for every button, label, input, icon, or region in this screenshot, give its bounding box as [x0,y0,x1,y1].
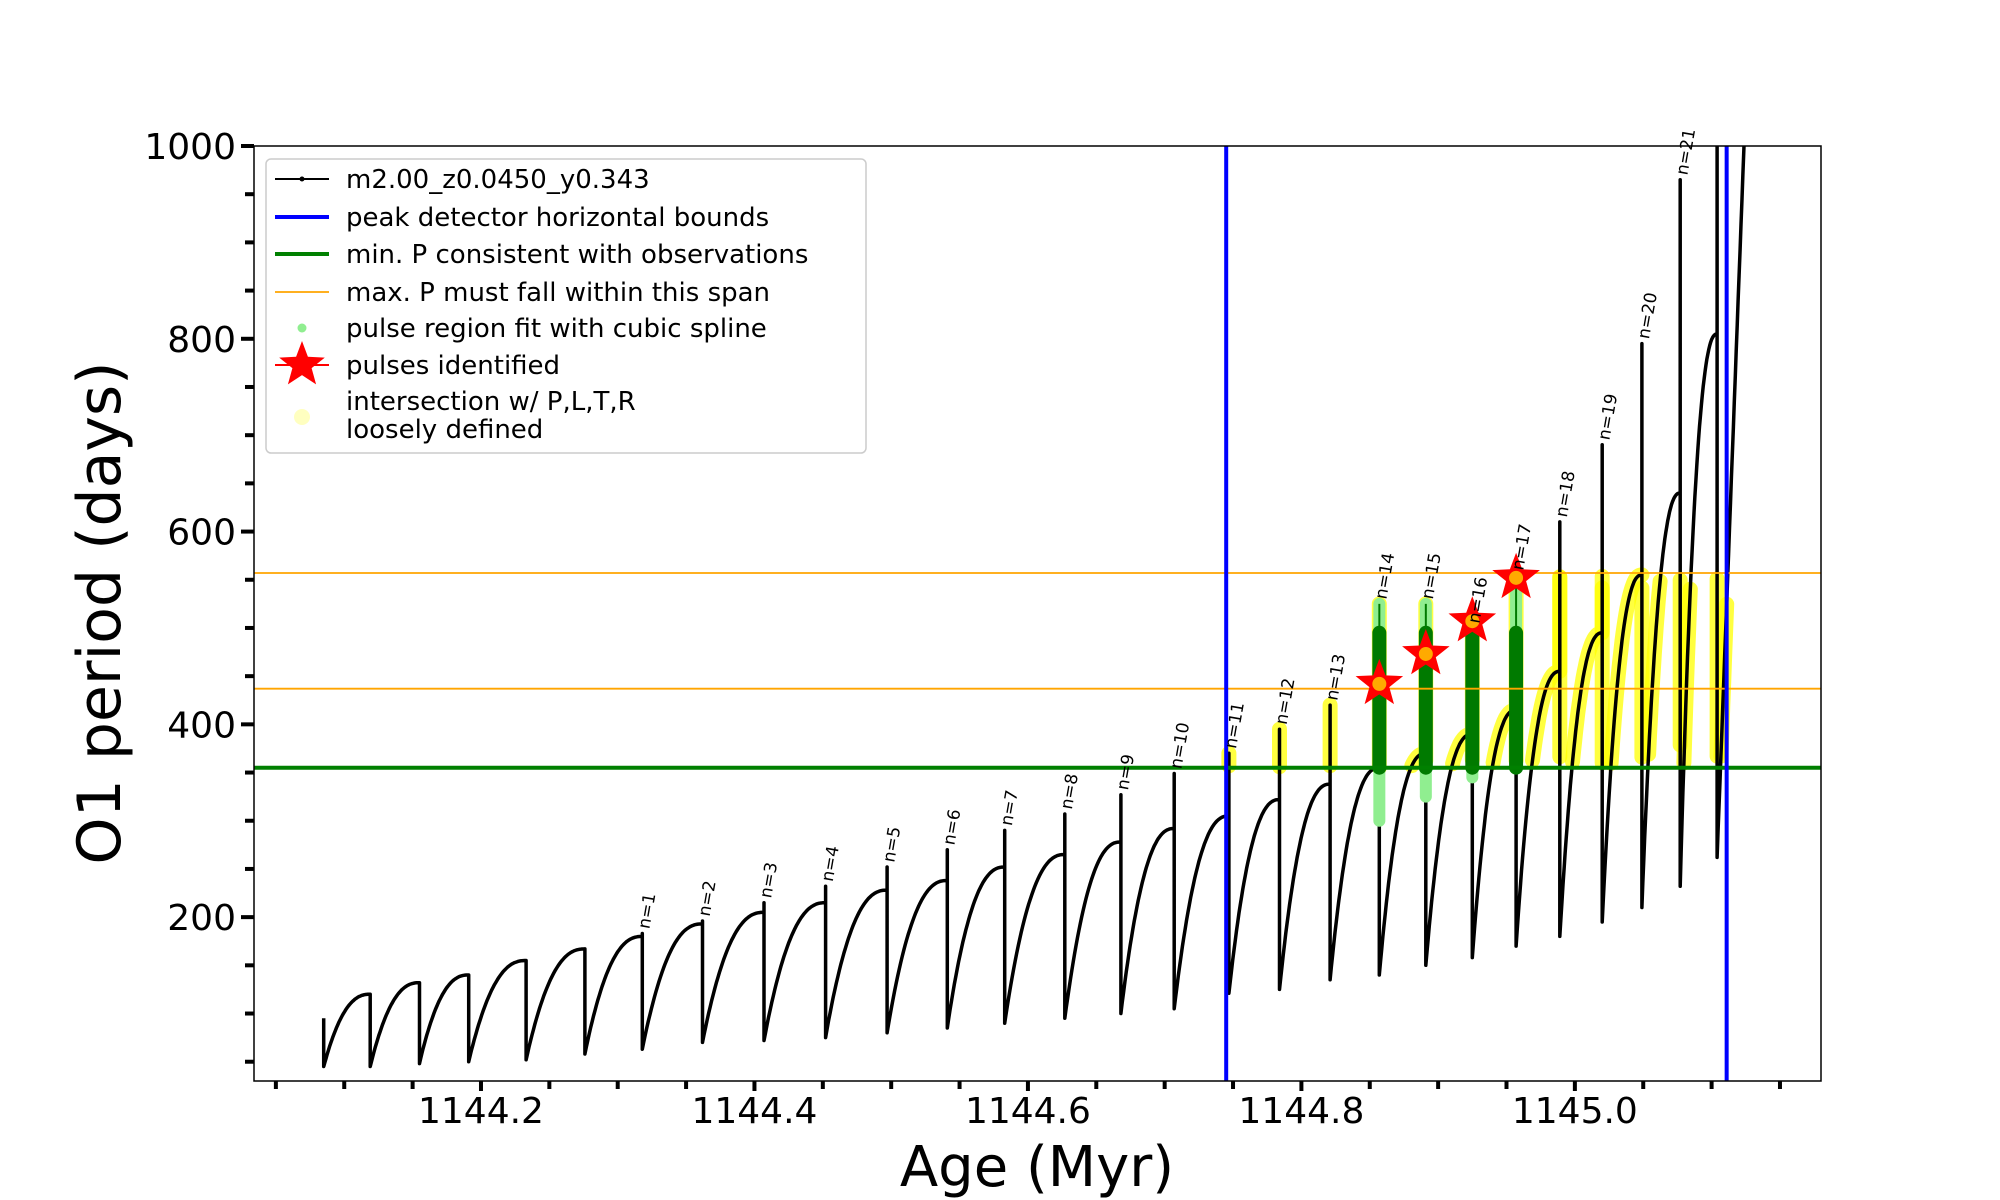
y-tick-label: 600 [167,513,236,554]
legend-item-bounds: peak detector horizontal bounds [275,203,769,233]
legend-dot-icon [299,176,305,182]
legend-label-line2: loosely defined [346,415,543,445]
legend-dot-icon [297,323,307,333]
legend-item-pulses: pulses identified [275,341,560,385]
pulse-number-label: n=6 [940,808,966,847]
pulse-number-label: n=15 [1418,551,1446,600]
legend-label: intersection w/ P,L,T,R [346,387,636,417]
pulse-identified-center [1509,570,1524,585]
y-tick-label: 800 [167,320,236,361]
pulse-identified-center [1465,614,1480,629]
legend-item-min-p: min. P consistent with observations [275,240,808,270]
legend-box [265,158,867,454]
y-tick-label: 400 [167,705,236,746]
y-tick-label: 1000 [144,127,236,168]
legend-label: max. P must fall within this span [346,278,770,308]
legend-item-track: m2.00_z0.0450_y0.343 [275,165,650,195]
x-tick-label: 1144.6 [965,1091,1091,1132]
pulse-number-label: n=18 [1552,469,1580,518]
x-axis-label: Age (Myr) [900,1135,1174,1200]
pulse-number-label: n=4 [818,844,844,883]
pulse-number-label: n=1 [635,892,661,931]
legend-label: pulse region fit with cubic spline [346,314,767,344]
legend-circle-icon [294,409,310,425]
legend-item-spline: pulse region fit with cubic spline [297,314,767,344]
legend: m2.00_z0.0450_y0.343 peak detector horiz… [265,158,867,454]
pulse-number-label: n=13 [1322,653,1350,702]
pulse-number-label: n=20 [1634,291,1662,340]
pulse-number-label: n=12 [1272,677,1300,726]
legend-label: m2.00_z0.0450_y0.343 [346,165,650,195]
star-icon [279,341,325,385]
legend-item-max-p: max. P must fall within this span [275,278,770,308]
x-tick-label: 1145.0 [1512,1091,1638,1132]
pulse-number-label: n=3 [756,861,782,900]
plot-marks [254,146,1821,1081]
x-tick-label: 1144.4 [691,1091,817,1132]
pulse-number-label: n=19 [1594,392,1622,441]
pulse-number-label: n=5 [879,825,905,864]
pulse-number-label: n=17 [1508,522,1536,571]
plot-frame [253,145,1822,1082]
pulse-number-label: n=8 [1057,772,1083,811]
model-track-line [321,146,1746,1069]
pulse-number-label: n=2 [695,879,721,918]
legend-label: min. P consistent with observations [346,240,808,270]
legend-label: peak detector horizontal bounds [346,203,769,233]
pulse-number-label: n=14 [1372,551,1400,600]
pulse-number-label: n=7 [997,788,1023,827]
pulse-identified-center [1418,646,1433,661]
x-tick-label: 1144.2 [418,1091,544,1132]
pulse-number-label: n=21 [1672,127,1700,176]
axes: 200 400 600 800 1000 1144.2 1144.4 1144.6 1144.8… [144,127,1782,1132]
y-axis-label: O1 period (days) [65,361,135,864]
y-tick-label: 200 [167,898,236,939]
x-tick-label: 1144.8 [1238,1091,1364,1132]
legend-item-intersection: intersection w/ P,L,T,R loosely defined [294,387,636,445]
legend-label: pulses identified [346,351,560,381]
pulse-number-label: n=9 [1113,753,1139,792]
pulse-number-label: n=10 [1166,721,1194,770]
pulse-identified-center [1372,676,1387,691]
